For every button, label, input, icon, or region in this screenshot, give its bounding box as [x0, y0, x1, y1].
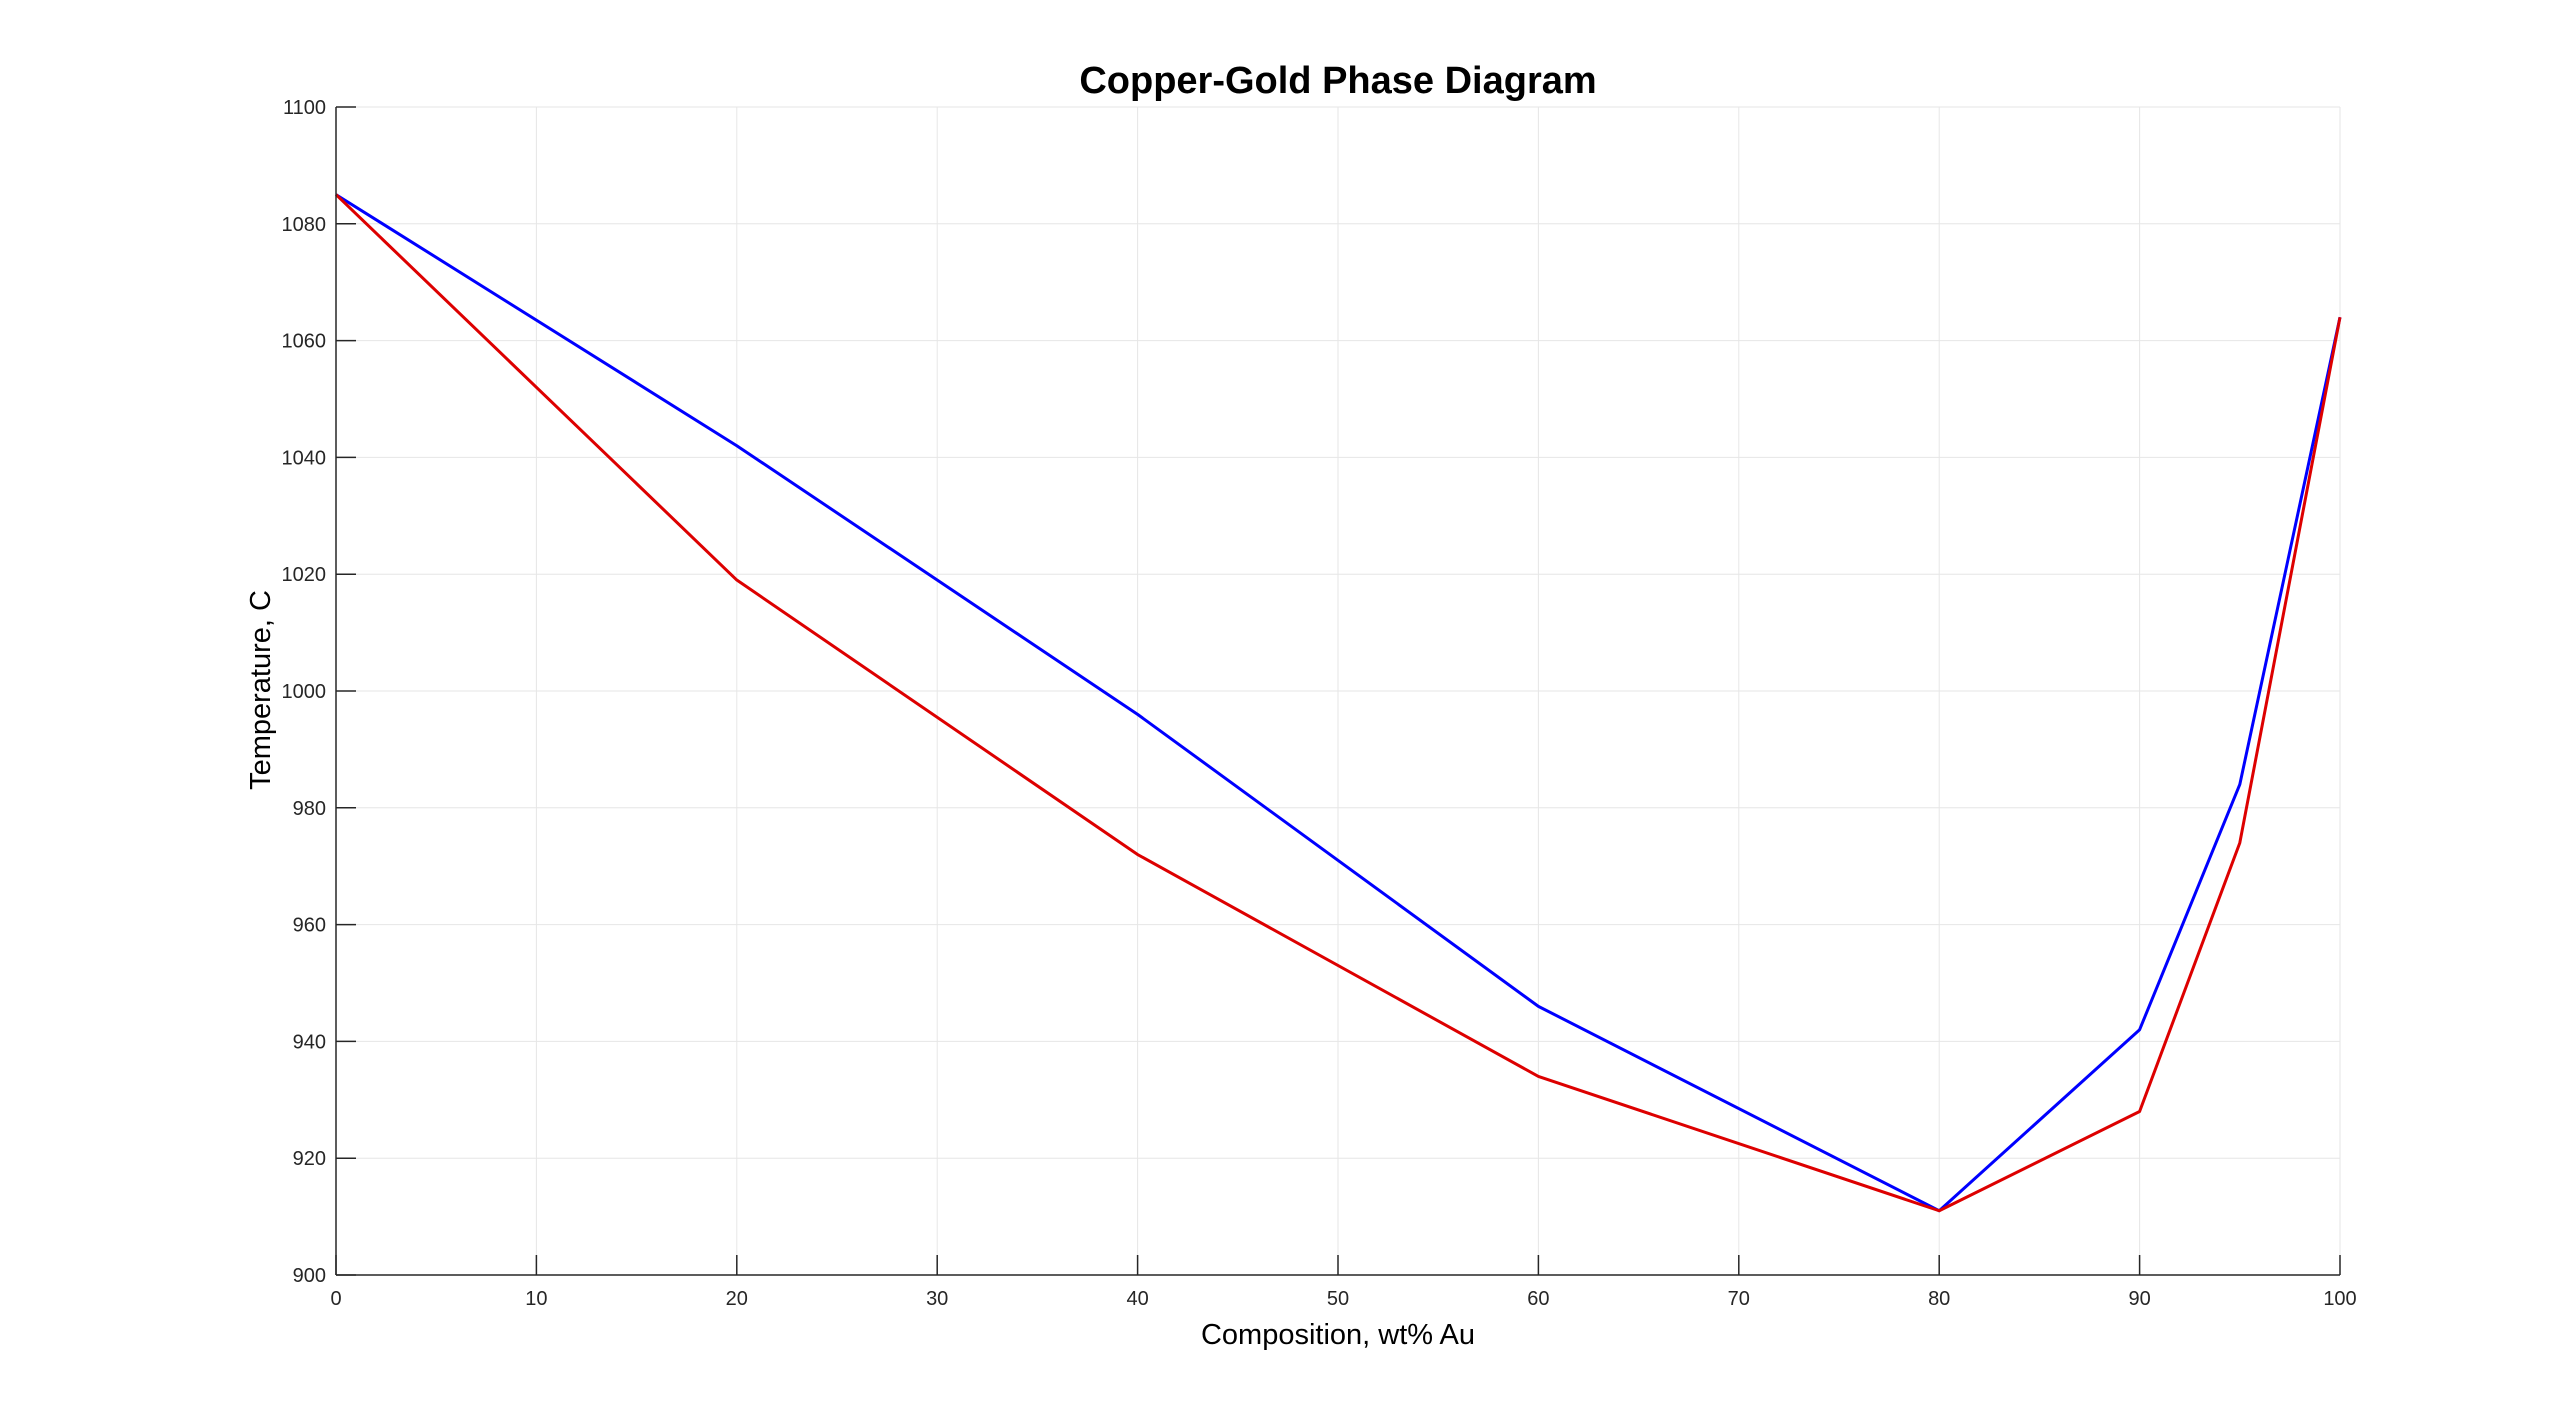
- x-axis-label: Composition, wt% Au: [1201, 1319, 1475, 1351]
- x-tick-label: 40: [1126, 1288, 1148, 1310]
- y-tick-label: 960: [293, 915, 326, 937]
- x-tick-label: 100: [2323, 1288, 2356, 1310]
- y-tick-label: 900: [293, 1265, 326, 1287]
- series-layer: [334, 193, 2342, 1213]
- y-tick-label: 1000: [282, 681, 327, 703]
- x-tick-label: 30: [926, 1288, 948, 1310]
- tick-labels: 0 10 20 30 40 50 60 70 80 90 100900920940960980100…: [282, 97, 2357, 1310]
- y-axis-label: Temperature, C: [245, 590, 277, 790]
- x-tick-label: 20: [726, 1288, 748, 1310]
- y-tick-label: 1040: [282, 447, 327, 469]
- x-tick-label: 70: [1728, 1288, 1750, 1310]
- x-tick-label: 90: [2128, 1288, 2150, 1310]
- y-tick-label: 940: [293, 1031, 326, 1053]
- y-tick-label: 920: [293, 1148, 326, 1170]
- y-tick-label: 1100: [283, 97, 326, 119]
- x-tick-label: 60: [1527, 1288, 1549, 1310]
- y-tick-label: 1060: [282, 331, 327, 353]
- axes: [335, 106, 2341, 1276]
- y-tick-label: 1020: [282, 564, 327, 586]
- x-tick-label: 80: [1928, 1288, 1950, 1310]
- x-tick-label: 0: [330, 1288, 341, 1310]
- chart-title: Copper-Gold Phase Diagram: [1079, 60, 1596, 102]
- y-tick-label: 980: [293, 798, 326, 820]
- y-tick-label: 1080: [282, 214, 327, 236]
- series-line-2: [334, 193, 2342, 1213]
- series-line-1: [335, 193, 2342, 1213]
- x-tick-label: 50: [1327, 1288, 1349, 1310]
- x-tick-label: 10: [525, 1288, 547, 1310]
